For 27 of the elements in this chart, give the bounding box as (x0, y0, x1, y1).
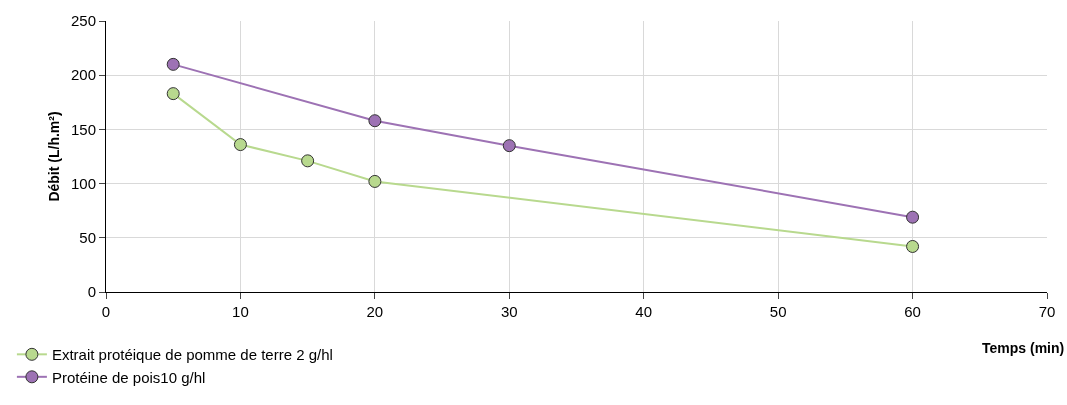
point (906, 210, 920, 224)
x-tick-label: 10 (232, 303, 249, 320)
point (233, 138, 247, 152)
x-tick-label: 60 (904, 303, 921, 320)
x-tick-label: 50 (769, 303, 787, 320)
point (166, 87, 180, 101)
y-tick-label: 100 (70, 174, 96, 192)
y-tick-label: 250 (70, 12, 96, 30)
y-tick-label: 0 (87, 283, 96, 301)
point (368, 114, 382, 128)
x-tick-label: 40 (635, 303, 653, 320)
x-tick-label: 30 (500, 303, 518, 320)
point (906, 239, 920, 253)
y-tick-label: 200 (70, 66, 96, 84)
x-tick-label: 70 (1038, 303, 1056, 320)
y-axis-title: Débit (L/h.m²) (45, 111, 62, 202)
point (368, 174, 382, 188)
x-axis-title: Temps (min) (982, 340, 1065, 356)
legend-label: Protéine de pois10 g/hl (51, 368, 206, 386)
point (502, 139, 516, 153)
y-tick-label: 50 (79, 229, 96, 247)
y-tick-label: 150 (70, 120, 96, 138)
point (301, 154, 315, 168)
legend-label: Extrait protéique de pomme de terre 2 g/hl (51, 346, 333, 364)
point (166, 57, 180, 71)
x-tick-label: 20 (366, 303, 384, 320)
x-tick-label: 0 (101, 303, 111, 320)
